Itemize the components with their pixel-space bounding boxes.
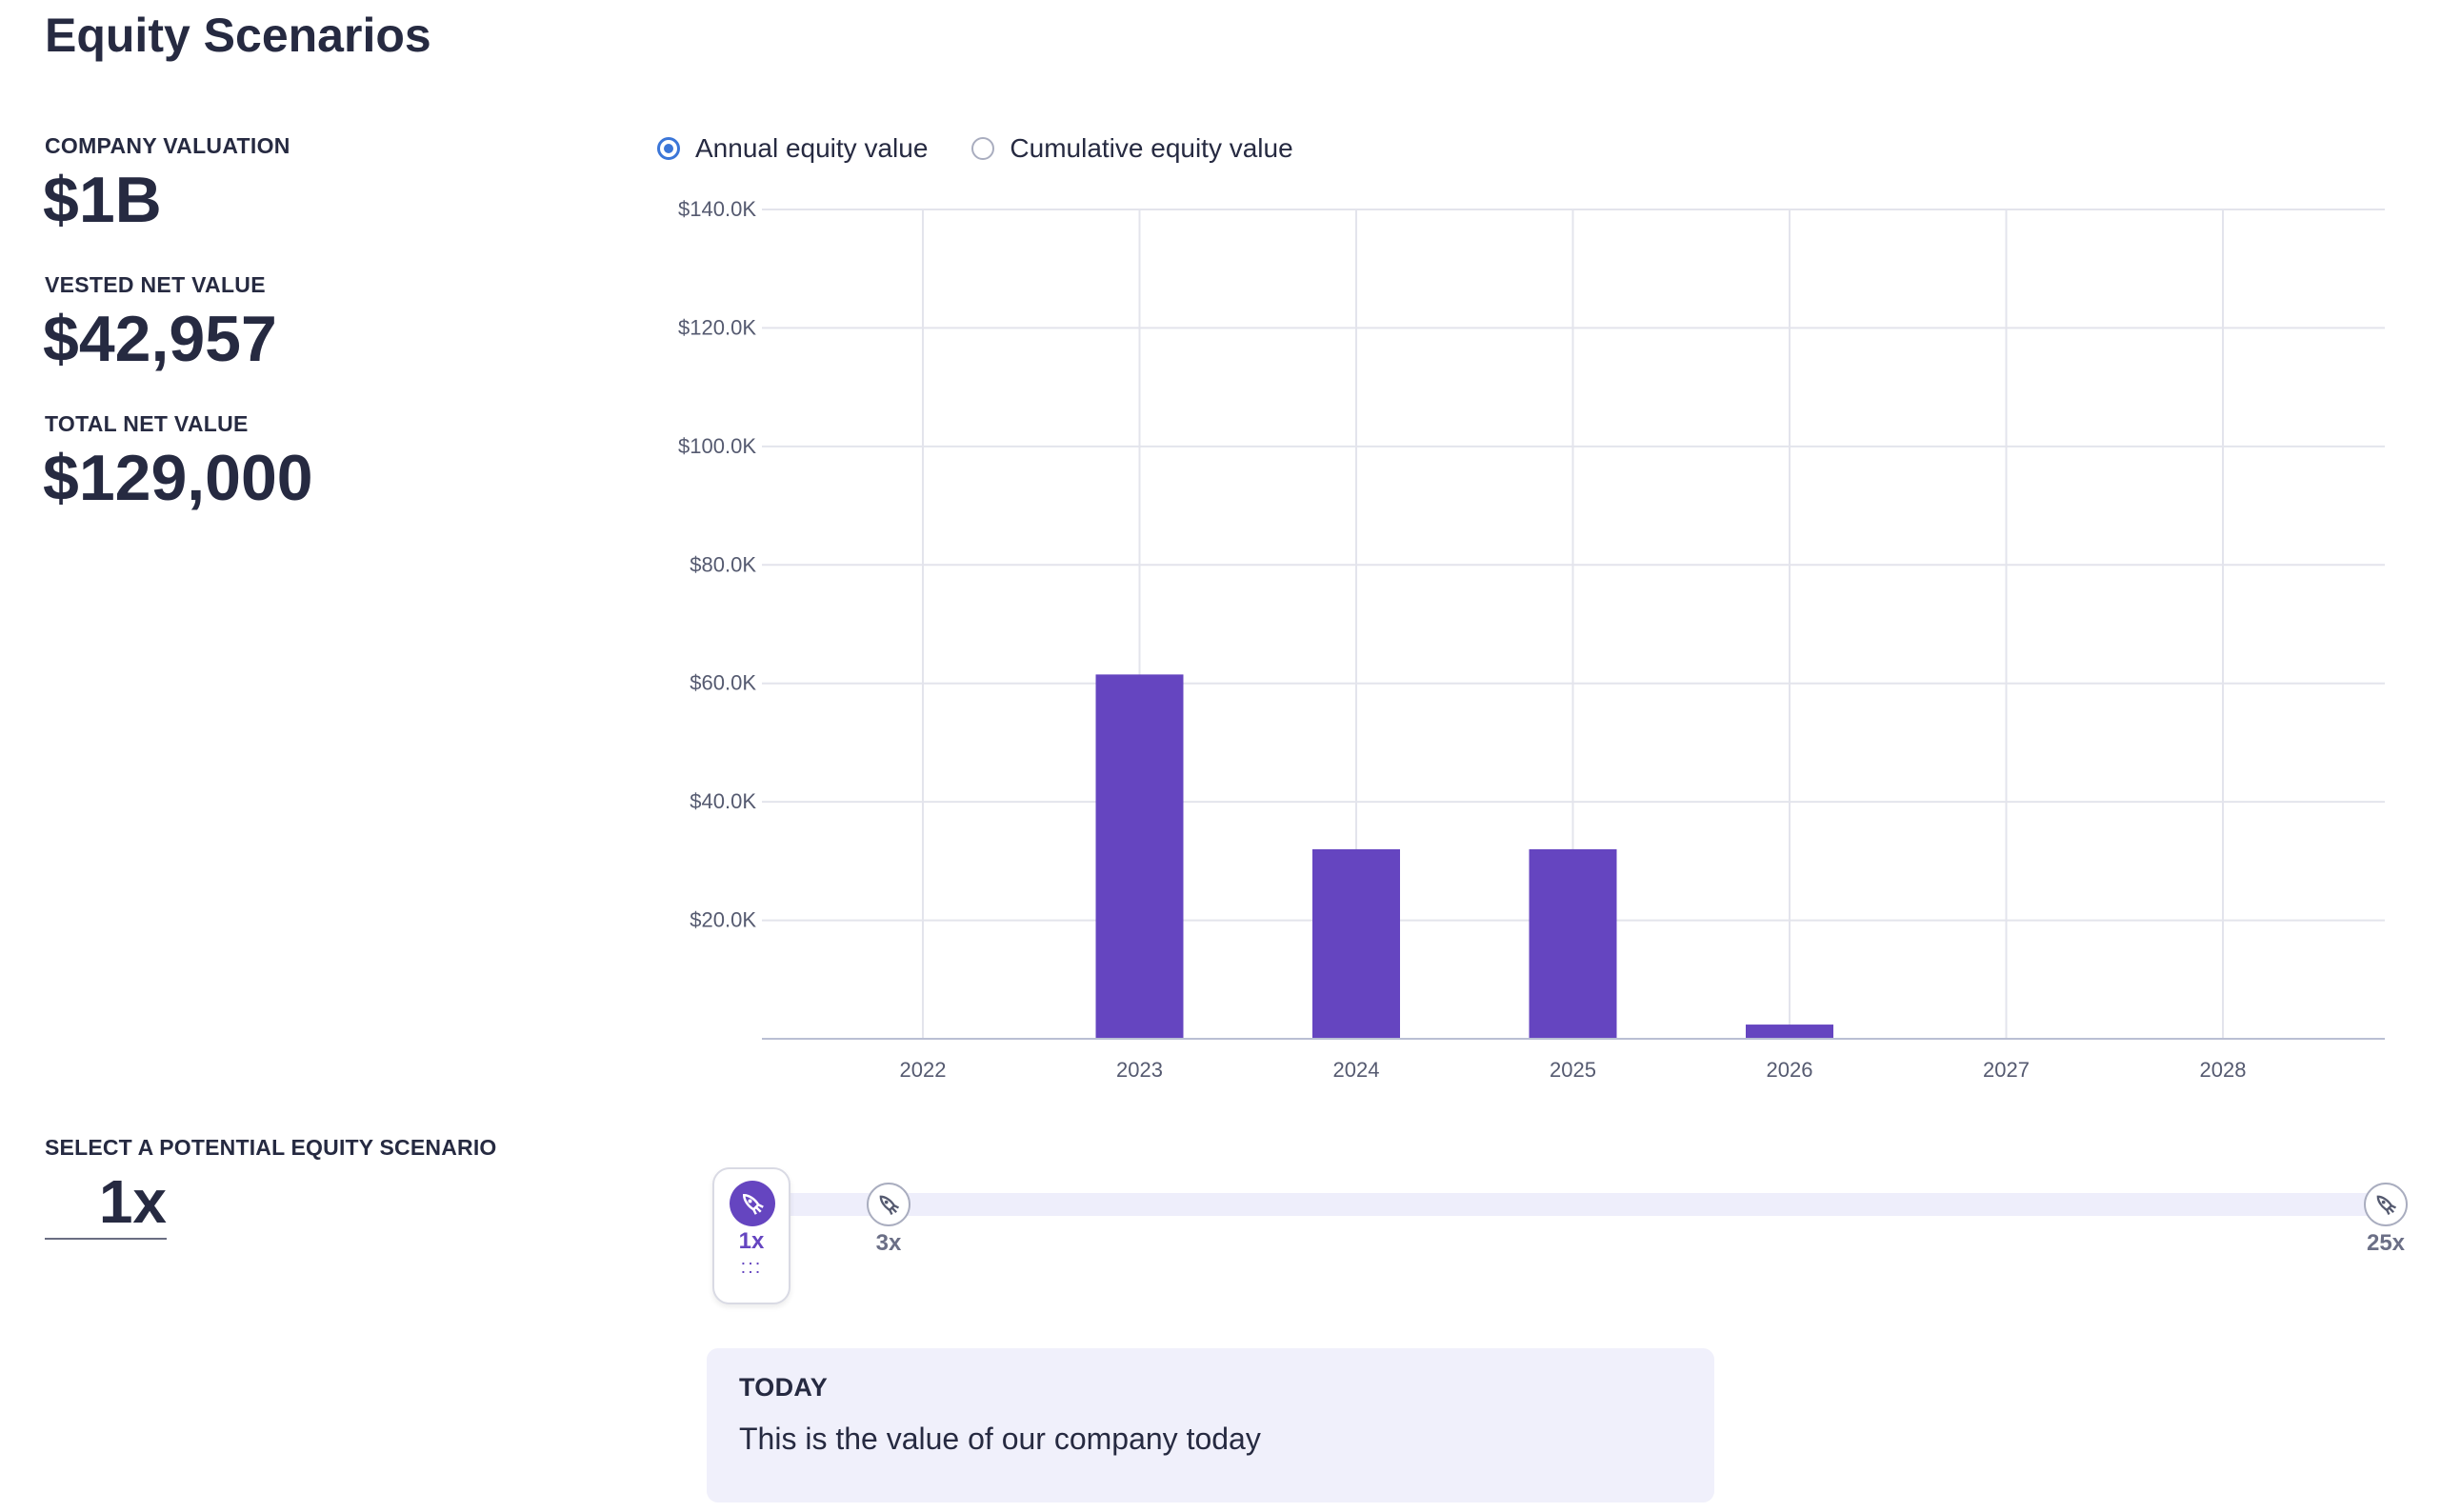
x-tick-label: 2023 <box>1116 1058 1163 1082</box>
x-tick-label: 2026 <box>1767 1058 1813 1082</box>
scenario-label: SELECT A POTENTIAL EQUITY SCENARIO <box>45 1135 497 1160</box>
y-tick-label: $60.0K <box>690 671 756 695</box>
scenario-slider-handle[interactable]: 1x ::: <box>712 1167 790 1304</box>
slider-step-label-25x: 25x <box>2366 1230 2406 1256</box>
chart-bars <box>1095 674 1833 1039</box>
equity-bar-chart: $20.0K $40.0K $60.0K $80.0K $100.0K $120.0K $1… <box>678 197 2385 1082</box>
scenario-input[interactable]: 1x <box>45 1166 167 1240</box>
bar-2023 <box>1095 674 1184 1039</box>
slider-step-label-1x: 1x <box>738 1228 765 1254</box>
y-tick-label: $100.0K <box>678 434 756 458</box>
company-valuation-value: $1B <box>43 164 162 236</box>
bar-2026 <box>1746 1025 1833 1039</box>
y-tick-label: $120.0K <box>678 315 756 339</box>
y-tick-label: $40.0K <box>690 789 756 813</box>
total-net-value-label: TOTAL NET VALUE <box>45 411 249 436</box>
vested-net-value-label: VESTED NET VALUE <box>45 272 266 297</box>
annual-equity-option[interactable]: Annual equity value <box>657 133 928 164</box>
scenario-slider-track[interactable] <box>762 1193 2381 1216</box>
rocket-icon <box>730 1181 775 1226</box>
x-tick-label: 2027 <box>1983 1058 2030 1082</box>
x-tick-label: 2022 <box>900 1058 947 1082</box>
radio-unselected-icon[interactable] <box>971 137 995 160</box>
cumulative-equity-label: Cumulative equity value <box>1010 133 1293 163</box>
x-tick-label: 2025 <box>1550 1058 1596 1082</box>
radio-selected-icon[interactable] <box>657 137 680 160</box>
bar-2024 <box>1312 848 1400 1039</box>
x-tick-label: 2024 <box>1333 1058 1380 1082</box>
page-title: Equity Scenarios <box>45 9 431 62</box>
scenario-info-title: TODAY <box>739 1373 829 1402</box>
chart-vertical-grid <box>922 209 2224 1039</box>
total-net-value-value: $129,000 <box>43 442 313 514</box>
rocket-icon <box>2376 1195 2397 1216</box>
slider-step-25x[interactable] <box>2364 1183 2408 1226</box>
x-axis-ticks: 2022 2023 2024 2025 2026 2027 2028 <box>900 1058 2247 1082</box>
y-tick-label: $140.0K <box>678 197 756 221</box>
y-tick-label: $80.0K <box>690 552 756 576</box>
y-axis-ticks: $20.0K $40.0K $60.0K $80.0K $100.0K $120.0K $1… <box>678 197 756 932</box>
cumulative-equity-option[interactable]: Cumulative equity value <box>971 133 1293 164</box>
slider-step-label-3x: 3x <box>875 1230 902 1256</box>
slider-step-3x[interactable] <box>867 1183 910 1226</box>
bar-2025 <box>1529 848 1617 1039</box>
annual-equity-label: Annual equity value <box>695 133 929 163</box>
scenario-info-text: This is the value of our company today <box>739 1422 1261 1456</box>
y-tick-label: $20.0K <box>690 908 756 932</box>
x-tick-label: 2028 <box>2200 1058 2247 1082</box>
scenario-info-box: TODAY This is the value of our company t… <box>707 1348 1714 1502</box>
vested-net-value-value: $42,957 <box>43 303 277 375</box>
drag-grip-icon: ::: <box>740 1257 763 1278</box>
chart-view-toggle: Annual equity value Cumulative equity va… <box>657 133 1337 164</box>
company-valuation-label: COMPANY VALUATION <box>45 133 290 158</box>
rocket-icon <box>879 1195 900 1216</box>
